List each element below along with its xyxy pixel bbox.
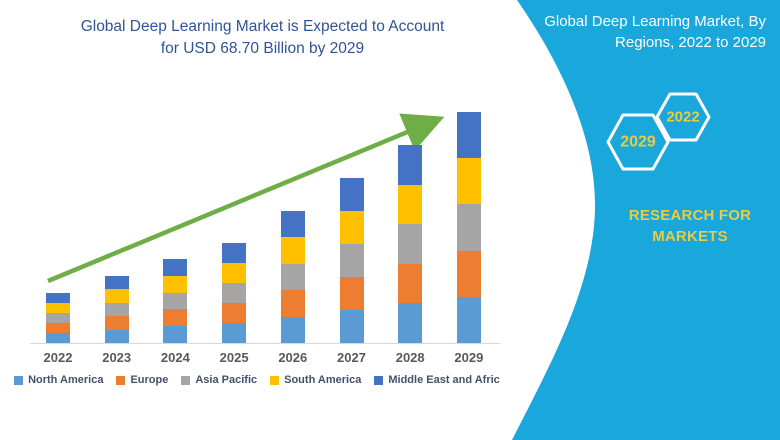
bar-2024 (163, 259, 188, 343)
legend-swatch-asia-pacific (181, 375, 191, 385)
hexagon-2029 (606, 113, 670, 171)
legend-item-north-america: North America (14, 374, 103, 386)
brand-text: RESEARCH FOR MARKETS (605, 205, 775, 247)
bar-segment-asia-pacific-2027 (339, 244, 364, 277)
x-axis-label-2028: 2028 (395, 350, 425, 365)
bar-segment-middle-east-and-africa-2025 (222, 243, 247, 263)
bar-segment-north-america-2026 (280, 316, 305, 343)
brand-line1: RESEARCH FOR (628, 207, 752, 224)
hexagon-2029-label: 2029 (620, 134, 656, 151)
bar-segment-south-america-2027 (339, 211, 364, 244)
legend-swatch-middle-east-and-africa (374, 375, 384, 385)
bar-segment-asia-pacific-2026 (280, 263, 305, 291)
panel-background: 2029 2022 (500, 0, 780, 440)
bar-segment-north-america-2029 (456, 296, 481, 343)
bar-segment-asia-pacific-2022 (46, 312, 70, 323)
bar-segment-middle-east-and-africa-2027 (339, 178, 364, 211)
legend-label-north-america: North America (28, 374, 104, 386)
bar-2026 (280, 211, 305, 343)
x-axis-label-2025: 2025 (219, 350, 249, 365)
legend-label-europe: Europe (130, 374, 169, 386)
bar-segment-asia-pacific-2025 (222, 283, 247, 303)
bar-segment-south-america-2024 (163, 275, 188, 293)
hexagon-2022 (655, 92, 711, 142)
bar-2025 (222, 243, 247, 343)
bar-2022 (46, 292, 70, 343)
chart-title-line1: Global Deep Learning Market is Expected … (80, 18, 445, 35)
bar-2029 (456, 112, 481, 343)
bar-segment-north-america-2023 (104, 329, 129, 343)
chart-title: Global Deep Learning Market is Expected … (0, 16, 525, 60)
bar-segment-europe-2023 (104, 316, 129, 330)
legend-label-south-america: South America (284, 374, 362, 386)
bar-segment-north-america-2028 (398, 303, 423, 343)
bar-segment-south-america-2025 (222, 263, 247, 283)
bar-segment-europe-2022 (46, 322, 70, 333)
bar-segment-middle-east-and-africa-2024 (163, 259, 188, 276)
legend-item-europe: Europe (116, 374, 168, 386)
bar-segment-middle-east-and-africa-2026 (280, 211, 305, 238)
x-axis-label-2023: 2023 (102, 350, 132, 365)
bar-segment-north-america-2027 (339, 310, 364, 343)
bar-segment-europe-2025 (222, 303, 247, 323)
x-axis-label-2024: 2024 (160, 350, 190, 365)
bar-segment-europe-2024 (163, 309, 188, 327)
bar-segment-south-america-2023 (104, 289, 129, 303)
bar-segment-europe-2029 (456, 250, 481, 297)
x-axis-label-2029: 2029 (454, 350, 484, 365)
bar-segment-north-america-2024 (163, 326, 188, 343)
panel-title-line2: Regions, 2022 to 2029 (615, 34, 766, 51)
bar-segment-north-america-2025 (222, 323, 247, 343)
bar-2028 (398, 145, 423, 343)
chart-title-line2: for USD 68.70 Billion by 2029 (160, 40, 365, 57)
bar-segment-europe-2027 (339, 277, 364, 310)
bar-segment-asia-pacific-2028 (398, 224, 423, 264)
brand-line2: MARKETS (652, 228, 728, 245)
legend-item-asia-pacific: Asia Pacific (181, 374, 257, 386)
bar-segment-south-america-2029 (456, 158, 481, 205)
legend-item-middle-east-and-africa: Middle East and Africa (374, 374, 506, 386)
bar-segment-europe-2026 (280, 290, 305, 317)
bar-segment-south-america-2028 (398, 184, 423, 225)
hexagon-2022-label: 2022 (666, 109, 699, 126)
legend-swatch-north-america (14, 375, 24, 385)
bar-segment-south-america-2022 (46, 302, 70, 313)
bar-segment-south-america-2026 (280, 237, 305, 264)
x-axis-line (30, 343, 504, 344)
bar-segment-middle-east-and-africa-2023 (104, 276, 129, 290)
panel-white-curve (500, 0, 595, 440)
bar-segment-middle-east-and-africa-2028 (398, 145, 423, 185)
panel-title-line1: Global Deep Learning Market, By (544, 13, 766, 30)
x-axis-label-2022: 2022 (43, 350, 73, 365)
bar-2027 (339, 178, 364, 343)
side-panel: 2029 2022 Global Deep Learning Market, B… (500, 0, 780, 440)
legend-label-middle-east-and-africa: Middle East and Africa (388, 374, 506, 386)
bar-segment-north-america-2022 (46, 332, 70, 343)
bar-segment-asia-pacific-2023 (104, 302, 129, 317)
bar-segment-middle-east-and-africa-2029 (456, 112, 481, 159)
bar-segment-asia-pacific-2024 (163, 292, 188, 310)
legend-swatch-south-america (270, 375, 280, 385)
legend: North America Europe Asia Pacific South Ame… (0, 374, 520, 386)
bar-segment-middle-east-and-africa-2022 (46, 292, 70, 303)
x-axis-label-2026: 2026 (278, 350, 308, 365)
chart-panel: Global Deep Learning Market is Expected … (0, 16, 525, 386)
bar-segment-europe-2028 (398, 263, 423, 304)
bar-segment-asia-pacific-2029 (456, 204, 481, 251)
legend-swatch-europe (116, 375, 126, 385)
legend-label-asia-pacific: Asia Pacific (195, 374, 258, 386)
x-axis-label-2027: 2027 (337, 350, 366, 365)
legend-item-south-america: South America (270, 374, 361, 386)
panel-title: Global Deep Learning Market, By Regions,… (530, 11, 766, 53)
bar-2023 (104, 276, 129, 343)
